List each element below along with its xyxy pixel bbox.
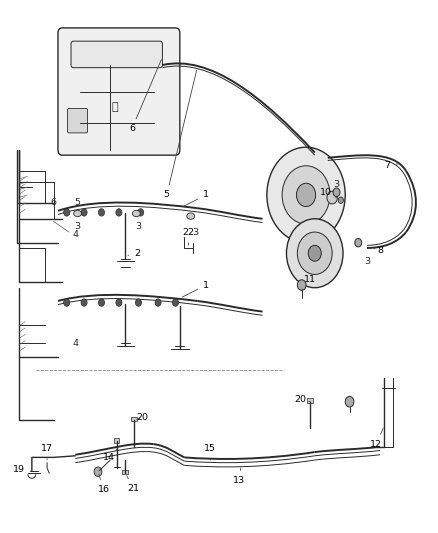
Text: 21: 21 [127, 476, 140, 493]
Bar [122, 470, 128, 474]
Text: 2: 2 [128, 249, 140, 258]
Ellipse shape [74, 211, 81, 216]
Circle shape [297, 232, 332, 274]
Text: 15: 15 [204, 444, 216, 460]
Circle shape [135, 299, 141, 306]
Text: 3: 3 [364, 257, 370, 265]
Circle shape [94, 467, 102, 477]
Text: 3: 3 [135, 222, 141, 231]
Circle shape [282, 166, 330, 224]
Circle shape [267, 147, 345, 243]
Circle shape [138, 209, 144, 216]
Circle shape [327, 191, 337, 204]
Text: 20: 20 [294, 394, 311, 403]
Circle shape [345, 397, 354, 407]
Text: 12: 12 [370, 428, 383, 449]
Text: Ⓢ: Ⓢ [111, 102, 118, 112]
Text: 14: 14 [102, 449, 117, 462]
Text: 4: 4 [72, 230, 78, 239]
Text: 3: 3 [333, 180, 339, 189]
Text: 17: 17 [41, 444, 53, 460]
Ellipse shape [187, 213, 194, 219]
Text: 19: 19 [13, 465, 31, 473]
Text: 11: 11 [302, 275, 316, 290]
Circle shape [64, 299, 70, 306]
Bar [307, 398, 314, 403]
Circle shape [286, 219, 343, 288]
Text: 22: 22 [183, 228, 194, 245]
Text: 5: 5 [164, 70, 197, 199]
Text: 7: 7 [385, 161, 399, 170]
Circle shape [116, 209, 122, 216]
Text: 6: 6 [51, 198, 57, 207]
Bar [131, 417, 137, 421]
Circle shape [81, 209, 87, 216]
Text: 1: 1 [182, 280, 209, 297]
Text: 3: 3 [74, 222, 81, 231]
Circle shape [64, 209, 70, 216]
Circle shape [297, 183, 316, 207]
Text: 4: 4 [72, 339, 78, 348]
Circle shape [116, 299, 122, 306]
Circle shape [308, 245, 321, 261]
Circle shape [99, 209, 105, 216]
Circle shape [81, 299, 87, 306]
FancyBboxPatch shape [71, 41, 162, 68]
Circle shape [338, 197, 343, 204]
Text: 6: 6 [129, 60, 161, 133]
Circle shape [99, 299, 105, 306]
Text: 16: 16 [98, 474, 110, 494]
Text: 20: 20 [136, 413, 148, 422]
Text: 10: 10 [320, 188, 336, 198]
Circle shape [355, 238, 362, 247]
FancyBboxPatch shape [58, 28, 180, 155]
FancyBboxPatch shape [67, 109, 88, 133]
Circle shape [333, 188, 340, 197]
Text: 5: 5 [74, 198, 81, 207]
Text: 3: 3 [192, 228, 198, 237]
Text: 13: 13 [233, 468, 245, 485]
Bar [114, 438, 119, 442]
Circle shape [297, 280, 306, 290]
Text: 8: 8 [374, 246, 384, 255]
Text: 1: 1 [182, 190, 209, 207]
Ellipse shape [132, 211, 140, 216]
Circle shape [173, 299, 179, 306]
Circle shape [155, 299, 161, 306]
